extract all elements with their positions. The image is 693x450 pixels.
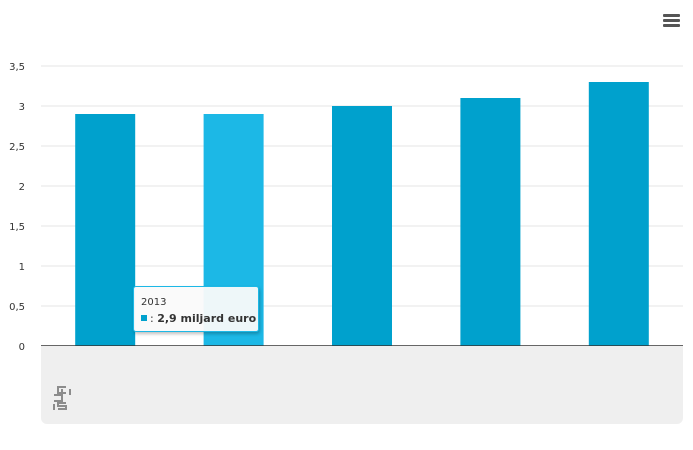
tooltip-value: 2,9 miljard euro [157, 312, 257, 325]
cbs-logo-icon [53, 386, 71, 410]
y-tick-label: 2 [19, 182, 25, 193]
chart-tooltip: 2013 : 2,9 miljard euro [133, 286, 259, 332]
y-tick-label: 1 [19, 262, 25, 273]
bar [588, 82, 649, 346]
bar [332, 106, 392, 346]
y-tick-label: 0 [19, 342, 25, 353]
y-tick-label: 3 [19, 102, 25, 113]
y-tick-label: 3,5 [9, 62, 25, 73]
tooltip-separator: : [150, 312, 154, 325]
series-marker-icon [141, 315, 147, 321]
chart-footer-panel [41, 346, 683, 424]
tooltip-value-row: : 2,9 miljard euro [141, 312, 256, 325]
tooltip-category: 2013 [141, 297, 167, 308]
y-tick-label: 1,5 [9, 222, 25, 233]
hamburger-menu-icon[interactable] [660, 12, 684, 32]
bar [75, 114, 136, 346]
y-tick-label: 0,5 [9, 302, 25, 313]
y-tick-label: 2,5 [9, 142, 25, 153]
bar [460, 98, 521, 346]
